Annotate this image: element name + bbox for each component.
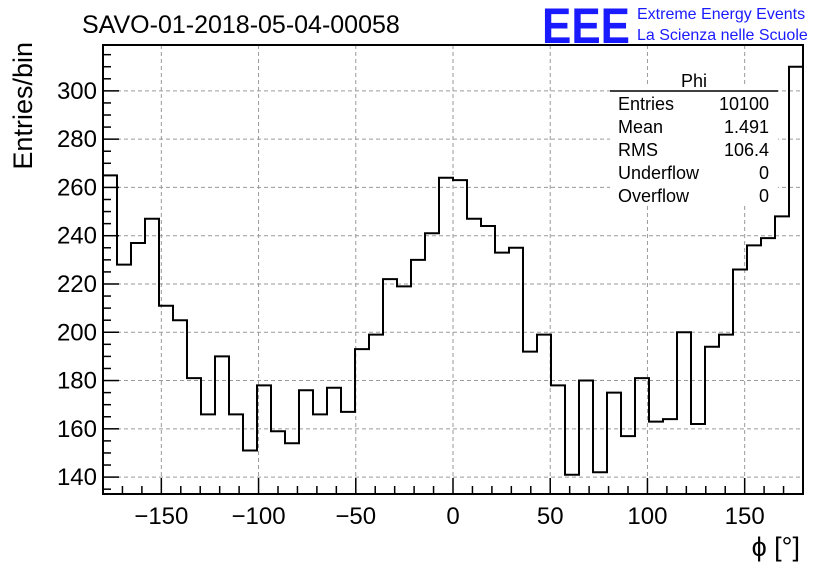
stats-value-overflow: 0 bbox=[759, 186, 769, 206]
stats-box: Phi Entries 10100 Mean 1.491 RMS 106.4 U… bbox=[610, 71, 778, 206]
histogram-bin-28 bbox=[495, 253, 509, 494]
stats-value-entries: 10100 bbox=[719, 94, 769, 114]
histogram-bin-1 bbox=[117, 265, 131, 494]
histogram-bin-25 bbox=[453, 180, 467, 494]
histogram-bin-36 bbox=[607, 393, 621, 494]
histogram-bin-5 bbox=[173, 320, 187, 494]
histogram-bin-24 bbox=[439, 178, 453, 494]
brand-line-1: Extreme Energy Events bbox=[637, 6, 805, 23]
stats-value-rms: 106.4 bbox=[724, 140, 769, 160]
stats-label-underflow: Underflow bbox=[618, 163, 700, 183]
y-tick-label-7: 280 bbox=[57, 126, 97, 153]
x-tick-label-6: 150 bbox=[725, 503, 765, 530]
y-tick-label-5: 240 bbox=[57, 223, 97, 250]
histogram-bin-26 bbox=[467, 219, 481, 494]
y-axis-label: Entries/bin bbox=[8, 42, 38, 170]
histogram-bin-18 bbox=[355, 349, 369, 494]
histogram-bin-12 bbox=[271, 431, 285, 494]
stats-value-underflow: 0 bbox=[759, 163, 769, 183]
histogram-bin-34 bbox=[579, 381, 593, 494]
y-tick-label-2: 180 bbox=[57, 368, 97, 395]
histogram-bin-17 bbox=[341, 412, 355, 494]
histogram-bin-10 bbox=[243, 451, 257, 494]
histogram-bin-6 bbox=[187, 378, 201, 494]
histogram-bin-19 bbox=[369, 335, 383, 494]
histogram-bin-40 bbox=[663, 419, 677, 494]
brand-line-2: La Scienza nelle Scuole bbox=[637, 27, 808, 44]
histogram-bin-29 bbox=[509, 248, 523, 494]
histogram-bin-27 bbox=[481, 226, 495, 494]
y-tick-label-8: 300 bbox=[57, 78, 97, 105]
x-axis-label: ϕ [°] bbox=[752, 532, 800, 562]
histogram-bin-33 bbox=[565, 475, 579, 494]
y-tick-label-6: 260 bbox=[57, 174, 97, 201]
stats-label-mean: Mean bbox=[618, 117, 663, 137]
histogram-bin-37 bbox=[621, 436, 635, 494]
histogram-bin-21 bbox=[397, 286, 411, 494]
x-tick-label-2: −50 bbox=[335, 503, 376, 530]
stats-label-entries: Entries bbox=[618, 94, 674, 114]
stats-label-rms: RMS bbox=[618, 140, 658, 160]
histogram-bin-22 bbox=[411, 260, 425, 494]
histogram-bin-23 bbox=[425, 233, 439, 494]
y-tick-label-3: 200 bbox=[57, 319, 97, 346]
histogram-bin-41 bbox=[677, 332, 691, 494]
histogram-bin-4 bbox=[159, 306, 173, 494]
x-tick-label-1: −100 bbox=[232, 503, 286, 530]
stats-value-mean: 1.491 bbox=[724, 117, 769, 137]
chart-title: SAVO-01-2018-05-04-00058 bbox=[82, 11, 400, 39]
histogram-bin-14 bbox=[299, 390, 313, 494]
histogram-bin-30 bbox=[523, 352, 537, 494]
histogram-bin-9 bbox=[229, 414, 243, 494]
histogram-bin-15 bbox=[313, 414, 327, 494]
histogram-bin-8 bbox=[215, 356, 229, 494]
axis-ticks: −150 −100 −50 0 50 100 150 140 160 180 200 220 240 26… bbox=[57, 53, 804, 530]
x-tick-label-5: 100 bbox=[627, 503, 667, 530]
x-tick-label-4: 50 bbox=[537, 503, 564, 530]
histogram-bin-31 bbox=[537, 335, 551, 494]
histogram-layer bbox=[103, 65, 803, 495]
histogram-bin-48 bbox=[775, 216, 789, 494]
stats-label-overflow: Overflow bbox=[618, 186, 690, 206]
histogram-bin-46 bbox=[747, 245, 761, 494]
histogram-bin-20 bbox=[383, 279, 397, 494]
histogram-bin-3 bbox=[145, 219, 159, 494]
y-tick-label-1: 160 bbox=[57, 416, 97, 443]
y-tick-label-0: 140 bbox=[57, 464, 97, 491]
histogram-bin-16 bbox=[327, 388, 341, 494]
histogram-bin-45 bbox=[733, 270, 747, 495]
y-tick-label-4: 220 bbox=[57, 271, 97, 298]
histogram-bin-11 bbox=[257, 385, 271, 494]
histogram-bin-35 bbox=[593, 472, 607, 494]
histogram-bin-49 bbox=[789, 67, 803, 494]
histogram-bin-39 bbox=[649, 422, 663, 494]
histogram-bin-2 bbox=[131, 243, 145, 494]
histogram-bin-43 bbox=[705, 347, 719, 494]
x-tick-label-0: −150 bbox=[134, 503, 188, 530]
histogram-bin-47 bbox=[761, 238, 775, 494]
stats-title: Phi bbox=[681, 71, 707, 91]
x-tick-label-3: 0 bbox=[446, 503, 459, 530]
histogram-bin-7 bbox=[201, 414, 215, 494]
histogram-bin-38 bbox=[635, 378, 649, 494]
histogram-bin-32 bbox=[551, 385, 565, 494]
histogram-bin-44 bbox=[719, 335, 733, 494]
histogram-bin-42 bbox=[691, 424, 705, 494]
histogram-step-line bbox=[103, 65, 803, 476]
